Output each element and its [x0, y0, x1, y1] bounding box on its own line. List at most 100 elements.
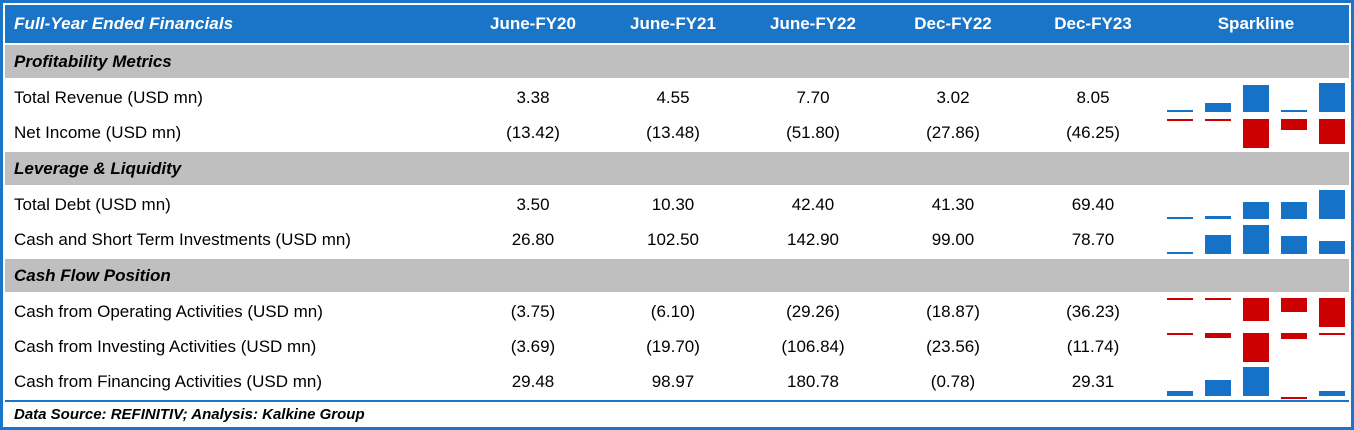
table-row: Net Income (USD mn) (13.42) (13.48) (51.…: [5, 115, 1349, 150]
spark-bar-positive: [1167, 217, 1193, 219]
sparkline: [1163, 329, 1349, 364]
column-header-june-fy21: June-FY21: [630, 14, 716, 33]
spark-bar-negative: [1281, 298, 1307, 312]
value-cell: 3.02: [936, 87, 970, 107]
value-cell: (29.26): [786, 301, 840, 321]
spark-bar-positive: [1243, 367, 1269, 396]
value-cell: 102.50: [647, 229, 699, 249]
spark-bar-positive: [1167, 252, 1193, 254]
spark-bar-positive: [1243, 201, 1269, 219]
section-header: Profitability Metrics: [5, 45, 1349, 78]
spark-bar-positive: [1205, 103, 1231, 112]
sparkline: [1163, 222, 1349, 257]
spark-bar-positive: [1243, 85, 1269, 112]
spark-bar-negative: [1243, 333, 1269, 362]
table-row: Cash from Investing Activities (USD mn) …: [5, 329, 1349, 364]
table-body: Profitability Metrics Total Revenue (USD…: [5, 43, 1349, 399]
spark-bar-positive: [1319, 391, 1345, 396]
spark-bar-positive: [1319, 190, 1345, 219]
row-label: Total Revenue (USD mn): [14, 87, 203, 107]
value-cell: 3.38: [516, 87, 550, 107]
column-header-dec-fy23: Dec-FY23: [1054, 14, 1132, 33]
value-cell: 98.97: [651, 371, 695, 391]
value-cell: 29.31: [1071, 371, 1115, 391]
data-source-note: Data Source: REFINITIV; Analysis: Kalkin…: [14, 406, 365, 423]
spark-bar-negative: [1205, 119, 1231, 121]
value-cell: 69.40: [1071, 194, 1115, 214]
spark-bar-negative: [1281, 396, 1307, 399]
spark-bar-positive: [1319, 241, 1345, 254]
spark-bar-positive: [1205, 216, 1231, 219]
column-header-dec-fy22: Dec-FY22: [914, 14, 992, 33]
value-cell: (11.74): [1066, 336, 1120, 356]
spark-bar-negative: [1319, 298, 1345, 327]
spark-bar-negative: [1205, 333, 1231, 338]
value-cell: (3.69): [510, 336, 556, 356]
value-cell: (18.87): [926, 301, 980, 321]
row-label: Total Debt (USD mn): [14, 194, 171, 214]
spark-bar-positive: [1281, 235, 1307, 254]
value-cell: (27.86): [926, 122, 980, 142]
row-label: Cash from Financing Activities (USD mn): [14, 371, 322, 391]
table-row: Total Debt (USD mn) 3.50 10.30 42.40 41.…: [5, 187, 1349, 222]
spark-bar-positive: [1205, 380, 1231, 396]
value-cell: 29.48: [511, 371, 555, 391]
row-label: Net Income (USD mn): [14, 122, 182, 142]
spark-bar-negative: [1319, 119, 1345, 144]
value-cell: (0.78): [930, 371, 976, 391]
value-cell: 4.55: [656, 87, 690, 107]
table-title: Full-Year Ended Financials: [14, 14, 234, 33]
section-header: Leverage & Liquidity: [5, 152, 1349, 185]
spark-bar-positive: [1205, 235, 1231, 254]
spark-bar-positive: [1281, 202, 1307, 219]
value-cell: 7.70: [796, 87, 830, 107]
value-cell: (19.70): [646, 336, 700, 356]
value-cell: 142.90: [787, 229, 839, 249]
table-row: Cash from Financing Activities (USD mn) …: [5, 364, 1349, 399]
column-header-june-fy22: June-FY22: [770, 14, 856, 33]
value-cell: (13.42): [506, 122, 560, 142]
sparkline: [1163, 294, 1349, 329]
spark-bar-negative: [1167, 298, 1193, 300]
spark-bar-negative: [1243, 298, 1269, 321]
value-cell: 78.70: [1071, 229, 1115, 249]
value-cell: 41.30: [931, 194, 975, 214]
value-cell: (13.48): [646, 122, 700, 142]
value-cell: 42.40: [791, 194, 835, 214]
sparkline: [1163, 115, 1349, 150]
footer-divider: [5, 400, 1349, 402]
value-cell: (46.25): [1066, 122, 1120, 142]
value-cell: (36.23): [1066, 301, 1120, 321]
value-cell: 10.30: [651, 194, 695, 214]
table-row: Cash and Short Term Investments (USD mn)…: [5, 222, 1349, 257]
value-cell: (3.75): [510, 301, 556, 321]
column-header-sparkline: Sparkline: [1217, 14, 1295, 33]
spark-bar-negative: [1243, 119, 1269, 148]
spark-bar-negative: [1167, 333, 1193, 335]
value-cell: (51.80): [786, 122, 840, 142]
table-row: Cash from Operating Activities (USD mn) …: [5, 294, 1349, 329]
sparkline: [1163, 364, 1349, 399]
table-row: Total Revenue (USD mn) 3.38 4.55 7.70 3.…: [5, 80, 1349, 115]
spark-bar-positive: [1243, 225, 1269, 254]
spark-bar-positive: [1319, 83, 1345, 112]
spark-bar-positive: [1167, 109, 1193, 112]
value-cell: 3.50: [516, 194, 550, 214]
value-cell: 99.00: [931, 229, 975, 249]
value-cell: (106.84): [781, 336, 845, 356]
spark-bar-negative: [1281, 119, 1307, 130]
spark-bar-positive: [1281, 110, 1307, 112]
row-label: Cash from Operating Activities (USD mn): [14, 301, 323, 321]
table-header-row: Full-Year Ended Financials June-FY20 Jun…: [5, 5, 1349, 43]
value-cell: (23.56): [926, 336, 980, 356]
spark-bar-positive: [1167, 391, 1193, 396]
spark-bar-negative: [1319, 333, 1345, 336]
spark-bar-negative: [1281, 333, 1307, 339]
column-header-june-fy20: June-FY20: [490, 14, 576, 33]
value-cell: (6.10): [650, 301, 696, 321]
sparkline: [1163, 80, 1349, 115]
value-cell: 180.78: [787, 371, 839, 391]
row-label: Cash and Short Term Investments (USD mn): [14, 229, 351, 249]
spark-bar-negative: [1205, 298, 1231, 301]
